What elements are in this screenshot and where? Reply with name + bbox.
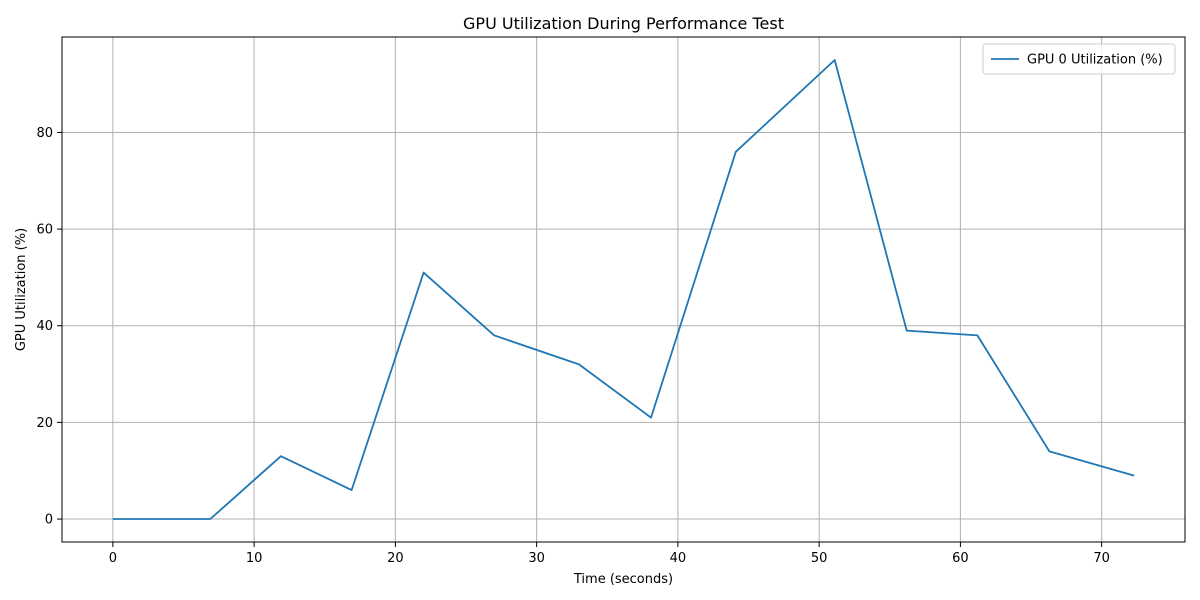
x-tick-label: 10 <box>246 551 263 566</box>
y-tick-label: 20 <box>36 416 53 431</box>
x-tick-label: 50 <box>811 551 828 566</box>
y-tick-label: 80 <box>36 126 53 141</box>
y-tick-label: 40 <box>36 319 53 334</box>
x-tick-label: 20 <box>387 551 404 566</box>
legend-entry: GPU 0 Utilization (%) <box>1027 53 1163 68</box>
x-tick-label: 30 <box>528 551 545 566</box>
legend: GPU 0 Utilization (%) <box>982 43 1176 75</box>
x-tick-label: 70 <box>1093 551 1110 566</box>
x-tick-label: 0 <box>109 551 117 566</box>
ticks: 0 10 20 30 40 50 60 70 0 20 40 60 80 <box>36 126 1109 566</box>
y-tick-label: 0 <box>45 513 53 528</box>
series-line <box>112 59 1135 520</box>
x-tick-label: 60 <box>952 551 969 566</box>
legend-box <box>982 43 1176 75</box>
plot-frame <box>61 36 1186 543</box>
chart-title: GPU Utilization During Performance Test <box>463 14 784 33</box>
grid <box>62 37 1185 542</box>
series-layer <box>112 59 1135 520</box>
y-axis-label: GPU Utilization (%) <box>14 228 29 351</box>
y-tick-label: 60 <box>36 223 53 238</box>
x-axis-label: Time (seconds) <box>573 572 673 587</box>
x-tick-label: 40 <box>670 551 687 566</box>
